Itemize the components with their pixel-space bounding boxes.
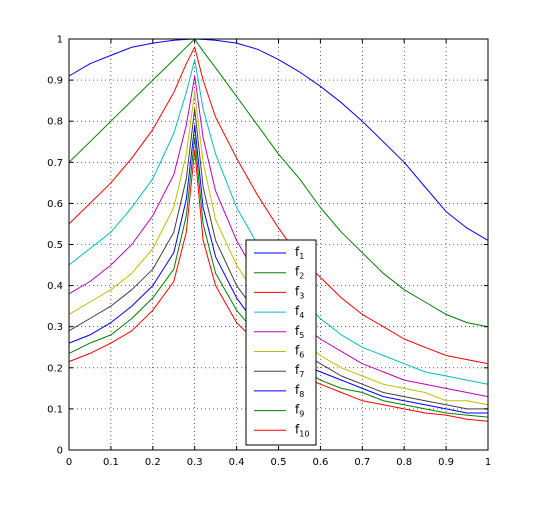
x-tick-label: 0.3 bbox=[187, 457, 203, 468]
x-tick-label: 0.2 bbox=[145, 457, 161, 468]
y-tick-label: 0.2 bbox=[47, 363, 63, 374]
series-line-f3 bbox=[68, 46, 489, 365]
x-tick-label: 0.7 bbox=[354, 457, 370, 468]
x-tick-label: 0.5 bbox=[271, 457, 287, 468]
x-tick-label: 0.1 bbox=[103, 457, 119, 468]
y-tick-label: 0.1 bbox=[47, 404, 63, 415]
y-tick-label: 0.5 bbox=[47, 240, 63, 251]
x-tick-label: 0.6 bbox=[312, 457, 328, 468]
legend-label: f6 bbox=[295, 344, 304, 360]
legend-label: f7 bbox=[295, 363, 304, 379]
legend-box bbox=[245, 239, 317, 446]
legend-label: f2 bbox=[295, 265, 304, 281]
grid bbox=[69, 39, 488, 450]
x-tick-label: 0.9 bbox=[438, 457, 454, 468]
y-tick-label: 0.3 bbox=[47, 322, 63, 333]
legend-label: f5 bbox=[295, 324, 304, 340]
axis-ticks: 0 0.1 0.2 0.3 0.4 0.5 0.6 0.7 0.8 0.9 1 0 0.1 0.2 0.3 0… bbox=[47, 35, 491, 469]
legend-label: f9 bbox=[295, 403, 304, 419]
y-tick-label: 0.9 bbox=[47, 76, 63, 87]
series-line-f1 bbox=[68, 38, 489, 241]
y-tick-label: 0 bbox=[57, 446, 63, 457]
x-tick-label: 0.8 bbox=[396, 457, 412, 468]
y-tick-label: 0.6 bbox=[47, 199, 63, 210]
y-tick-label: 1 bbox=[57, 35, 63, 46]
legend-label: f8 bbox=[295, 383, 304, 399]
y-tick-label: 0.8 bbox=[47, 117, 63, 128]
y-tick-label: 0.4 bbox=[47, 281, 63, 292]
x-tick-label: 0 bbox=[66, 457, 72, 468]
x-tick-label: 0.4 bbox=[229, 457, 245, 468]
x-tick-label: 1 bbox=[485, 457, 491, 468]
y-tick-label: 0.7 bbox=[47, 158, 63, 169]
legend-label: f3 bbox=[295, 284, 304, 300]
series-line-f2 bbox=[68, 38, 489, 328]
legend-label: f4 bbox=[295, 304, 304, 320]
legend-label: f1 bbox=[295, 245, 304, 261]
